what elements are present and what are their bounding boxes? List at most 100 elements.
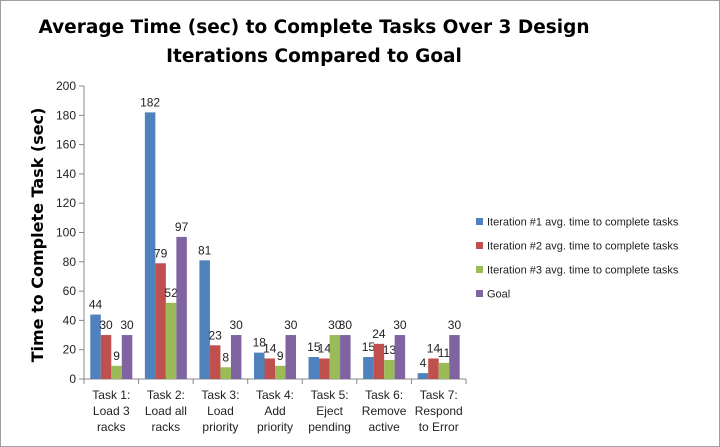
y-tick-label: 80 [63, 255, 77, 269]
x-category-label: Add [264, 404, 285, 418]
bar [209, 345, 221, 379]
bar [144, 112, 156, 380]
chart-title-line-1: Average Time (sec) to Complete Tasks Ove… [38, 17, 589, 38]
bar [285, 335, 296, 379]
data-label: 182 [140, 95, 160, 109]
bar [254, 352, 265, 379]
data-label: 4 [420, 356, 427, 370]
bar [340, 335, 351, 379]
legend-label: Iteration #2 avg. time to complete tasks [487, 241, 679, 253]
x-category-label: Load all [145, 404, 187, 418]
data-label: 18 [253, 336, 267, 350]
data-label: 14 [263, 341, 277, 355]
legend-label: Goal [487, 289, 510, 301]
bar [176, 236, 187, 379]
bar [111, 365, 122, 379]
x-category-label: Eject [316, 404, 343, 418]
bar [373, 343, 385, 379]
data-label: 14 [318, 341, 332, 355]
data-label: 81 [198, 243, 212, 257]
x-category-label: Task 5: [311, 388, 349, 402]
x-category-label: Remove [362, 404, 407, 418]
x-category-label: Task 7: [420, 388, 458, 402]
bar [329, 335, 341, 379]
data-label: 30 [448, 318, 462, 332]
bar [165, 302, 177, 379]
x-category-label: priority [202, 420, 238, 434]
y-tick-label: 0 [69, 372, 76, 386]
bar [363, 357, 374, 379]
data-label: 24 [372, 327, 386, 341]
bar [230, 335, 242, 379]
y-tick-label: 100 [56, 226, 76, 240]
bar [308, 357, 320, 379]
x-category-label: Load [207, 404, 234, 418]
y-tick-label: 60 [63, 284, 77, 298]
bar [428, 358, 439, 379]
data-label: 30 [229, 318, 243, 332]
x-category-label: to Error [419, 420, 459, 434]
bar [100, 335, 112, 379]
y-tick-label: 140 [56, 167, 76, 181]
x-category-label: Task 1: [92, 388, 130, 402]
y-tick-label: 160 [56, 138, 76, 152]
x-category-label: racks [152, 420, 181, 434]
data-label: 44 [89, 298, 103, 312]
x-category-label: racks [97, 420, 126, 434]
y-tick-label: 200 [56, 79, 76, 93]
data-label: 30 [328, 318, 342, 332]
data-label: 14 [427, 341, 441, 355]
x-category-label: Task 6: [365, 388, 403, 402]
bar [394, 335, 406, 379]
x-category-label: Task 2: [147, 388, 185, 402]
x-category-label: priority [257, 420, 293, 434]
x-category-label: active [368, 420, 400, 434]
legend-label: Iteration #1 avg. time to complete tasks [487, 217, 679, 229]
data-label: 9 [277, 349, 284, 363]
legend-swatch [476, 218, 483, 225]
data-label: 30 [284, 318, 298, 332]
x-category-label: Task 3: [201, 388, 239, 402]
bar [199, 260, 210, 379]
bar [264, 358, 275, 379]
x-category-label: pending [308, 420, 351, 434]
bar [121, 335, 133, 379]
bar [417, 373, 429, 379]
bar [384, 359, 395, 379]
data-label: 97 [175, 220, 189, 234]
bar [90, 314, 101, 379]
legend-swatch [476, 290, 483, 297]
data-label: 30 [120, 318, 134, 332]
x-category-label: Load 3 [93, 404, 130, 418]
data-label: 8 [222, 350, 229, 364]
data-label: 30 [339, 318, 353, 332]
data-label: 9 [113, 349, 120, 363]
x-category-label: Respond [415, 404, 463, 418]
data-label: 11 [438, 346, 451, 360]
data-label: 13 [383, 343, 397, 357]
y-tick-label: 120 [56, 196, 76, 210]
legend-swatch [476, 242, 483, 249]
data-label: 79 [154, 246, 168, 260]
x-category-label: Task 4: [256, 388, 294, 402]
y-axis-label: Time to Complete Task (sec) [28, 108, 47, 363]
y-tick-label: 180 [56, 108, 76, 122]
y-tick-label: 20 [63, 343, 77, 357]
data-label: 23 [208, 328, 222, 342]
bar [319, 358, 330, 379]
bar [438, 362, 450, 379]
bar [155, 263, 166, 379]
data-label: 30 [99, 318, 113, 332]
y-tick-label: 40 [63, 313, 77, 327]
bar [449, 335, 460, 379]
bar [275, 365, 286, 379]
data-label: 15 [307, 340, 321, 354]
data-label: 52 [164, 286, 178, 300]
legend-label: Iteration #3 avg. time to complete tasks [487, 265, 679, 277]
data-label: 15 [362, 340, 376, 354]
legend-swatch [476, 266, 483, 273]
chart-title-line-2: Iterations Compared to Goal [166, 46, 462, 67]
data-label: 30 [393, 318, 407, 332]
bar [220, 367, 231, 379]
